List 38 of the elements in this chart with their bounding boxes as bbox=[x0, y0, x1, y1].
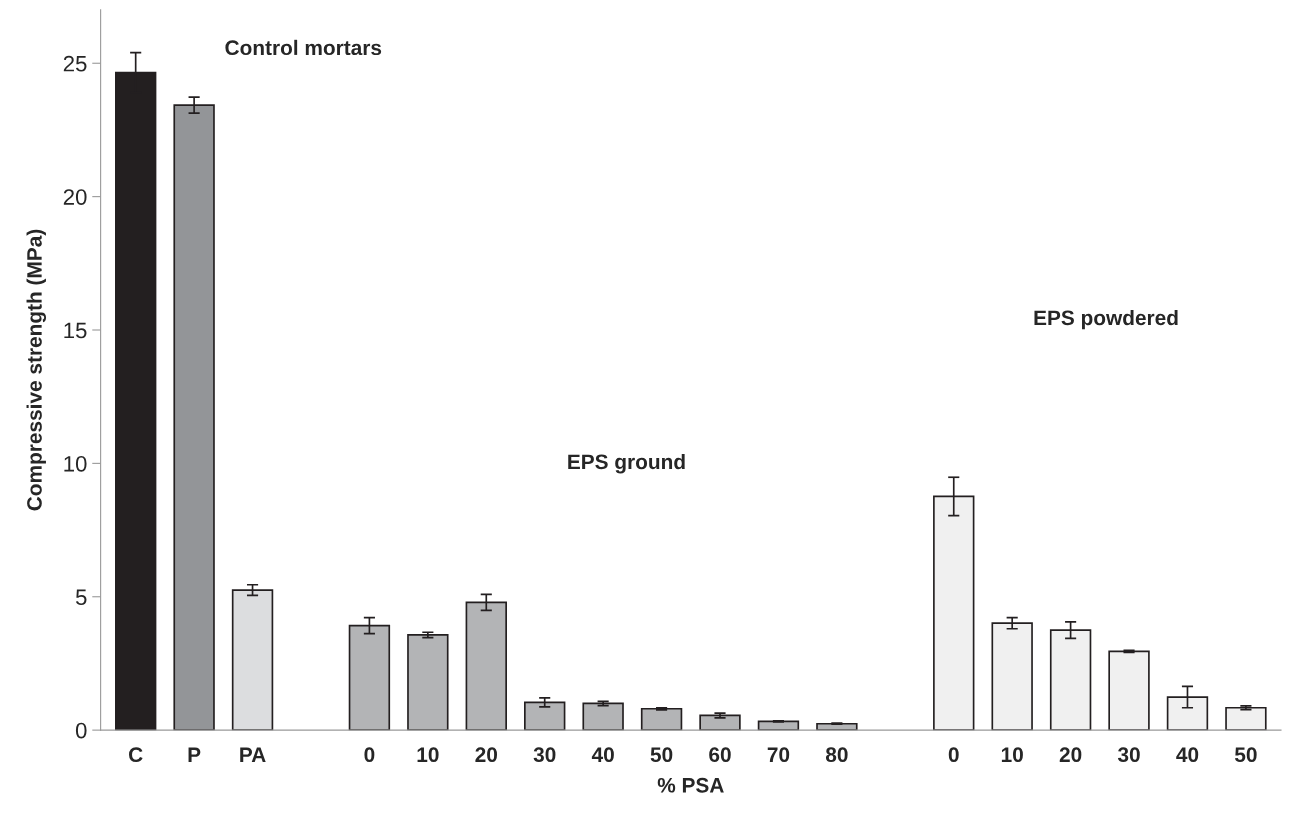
y-tick-label: 25 bbox=[63, 55, 87, 72]
x-tick-label: PA bbox=[240, 747, 266, 762]
x-tick-label: C bbox=[129, 747, 143, 763]
x-tick-label: 30 bbox=[1117, 747, 1140, 763]
bar bbox=[524, 701, 566, 731]
x-tick-label: P bbox=[188, 747, 201, 762]
x-tick-label: 40 bbox=[1176, 747, 1199, 763]
x-axis-title: % PSA bbox=[657, 777, 724, 793]
x-tick-label: 50 bbox=[1234, 747, 1257, 763]
x-tick-label: 0 bbox=[948, 747, 959, 763]
x-tick-label: 40 bbox=[591, 747, 614, 763]
x-tick-label: 60 bbox=[709, 747, 731, 763]
y-tick-label: 10 bbox=[64, 455, 87, 472]
annotation: Control mortars bbox=[225, 39, 382, 56]
x-tick-label: 30 bbox=[533, 747, 556, 763]
annotation: EPS powdered bbox=[1034, 309, 1178, 330]
x-tick-label: 20 bbox=[475, 747, 498, 763]
y-axis-title: Compressive strength (MPa) bbox=[26, 229, 47, 511]
bar bbox=[991, 622, 1033, 731]
bar bbox=[1108, 650, 1150, 731]
x-tick-label: 10 bbox=[417, 747, 439, 763]
x-tick-label: 0 bbox=[364, 747, 375, 763]
bar bbox=[231, 589, 274, 731]
y-tick-label: 5 bbox=[75, 589, 87, 606]
bar bbox=[640, 707, 683, 731]
bar bbox=[582, 702, 624, 731]
x-tick-label: 10 bbox=[1001, 747, 1023, 763]
x-tick-label: 70 bbox=[767, 747, 790, 763]
bar bbox=[699, 714, 741, 731]
y-tick-label: 20 bbox=[63, 189, 87, 205]
x-tick-label: 20 bbox=[1059, 747, 1082, 763]
x-tick-label: 50 bbox=[650, 747, 673, 763]
bar bbox=[1225, 706, 1267, 731]
x-tick-label: 80 bbox=[825, 747, 848, 763]
bar bbox=[407, 634, 449, 731]
annotation: EPS ground bbox=[568, 453, 685, 474]
y-tick-label: 0 bbox=[75, 722, 87, 739]
y-tick-label: 15 bbox=[64, 322, 87, 339]
